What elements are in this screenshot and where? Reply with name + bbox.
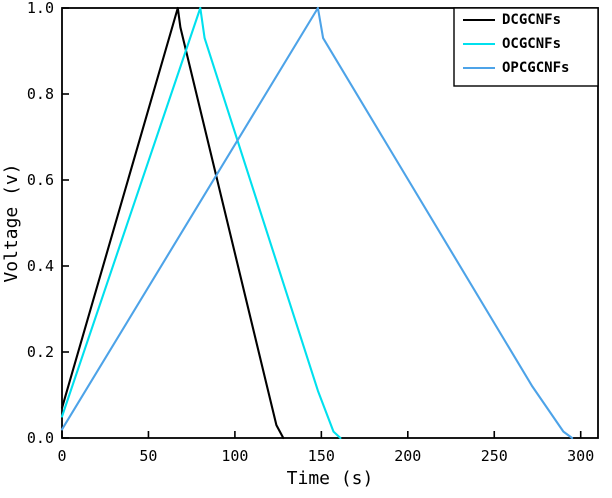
- y-tick-label: 0.6: [27, 171, 54, 189]
- series-line-OCGCNFs: [60, 6, 342, 440]
- x-tick-label: 250: [481, 447, 508, 465]
- y-tick-label: 1.0: [27, 0, 54, 17]
- legend-label-OPCGCNFs: OPCGCNFs: [502, 60, 569, 76]
- x-tick-label: 100: [221, 447, 248, 465]
- x-axis-label: Time (s): [287, 468, 374, 489]
- y-tick-label: 0.0: [27, 429, 54, 447]
- y-tick-label: 0.4: [27, 257, 54, 275]
- y-tick-label: 0.2: [27, 343, 54, 361]
- x-tick-label: 0: [57, 447, 66, 465]
- plot-border: [61, 7, 599, 439]
- legend-label-OCGCNFs: OCGCNFs: [502, 36, 561, 52]
- y-tick-label: 0.8: [27, 85, 54, 103]
- legend-label-DCGCNFs: DCGCNFs: [502, 12, 561, 28]
- x-tick-label: 50: [139, 447, 157, 465]
- series-line-OPCGCNFs: [60, 6, 574, 440]
- x-tick-label: 300: [567, 447, 594, 465]
- series-line-DCGCNFs: [60, 6, 285, 440]
- x-tick-label: 150: [308, 447, 335, 465]
- y-axis-label: Voltage (v): [1, 163, 22, 282]
- x-tick-label: 200: [394, 447, 421, 465]
